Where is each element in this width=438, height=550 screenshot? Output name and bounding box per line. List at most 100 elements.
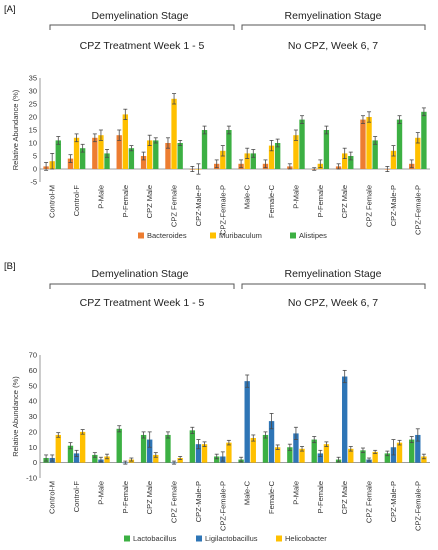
category-label: CPZ Female: [365, 481, 374, 523]
y-tick-label: -5: [30, 178, 37, 187]
bar: [226, 130, 232, 169]
bar: [201, 444, 208, 463]
category-label: P-Male: [291, 481, 300, 505]
category-label: CPZ Male: [145, 185, 154, 218]
y-tick-label: 5: [33, 152, 37, 161]
bar: [384, 453, 391, 463]
bar: [244, 153, 250, 169]
bar: [311, 439, 317, 463]
category-label: P-Female: [316, 185, 325, 218]
legend-swatch: [124, 535, 130, 542]
category-label: Control-M: [48, 481, 57, 514]
legend-label: Muribaculum: [219, 231, 262, 240]
bar: [415, 137, 421, 169]
panel-b-left-stage-title: Demyelination Stage: [92, 268, 189, 280]
legend-swatch: [210, 232, 216, 239]
bar: [92, 137, 98, 169]
y-tick-label: 20: [29, 427, 37, 436]
bar: [189, 430, 196, 463]
legend-label: Alistipes: [299, 231, 327, 240]
category-label: CPZ-Female-P: [413, 185, 422, 235]
bar: [116, 135, 122, 169]
bar: [360, 450, 366, 463]
panel-a-left-bracket: [49, 24, 235, 30]
bar: [323, 444, 330, 463]
legend-swatch: [290, 232, 296, 239]
panel-b-left-stage-subtitle: CPZ Treatment Week 1 - 5: [80, 297, 205, 309]
bar: [244, 381, 250, 463]
bar: [287, 447, 293, 463]
category-label: CPZ-Female-P: [218, 185, 227, 235]
bar: [366, 117, 372, 169]
bar: [293, 433, 299, 463]
category-label: Female-C: [267, 480, 276, 514]
bar: [274, 143, 281, 169]
category-label: CPZ Female: [365, 185, 374, 227]
legend-label: Ligilactobacillus: [205, 534, 258, 543]
bar: [116, 428, 122, 463]
bar: [268, 145, 275, 169]
bar: [153, 454, 159, 463]
category-label: P-Male: [96, 185, 105, 209]
bar: [396, 442, 403, 463]
panel-b-left-bracket: [49, 283, 235, 289]
bar: [55, 140, 61, 169]
bar: [342, 153, 348, 169]
bar: [317, 453, 323, 463]
y-axis-label: Relative Abundance (%): [11, 89, 20, 170]
legend-swatch: [138, 232, 144, 239]
y-tick-label: 70: [29, 351, 37, 360]
bar: [226, 442, 232, 463]
category-label: CPZ Female: [170, 185, 179, 227]
panel-b-right-bracket: [241, 283, 426, 289]
legend-swatch: [196, 535, 202, 542]
bar: [360, 119, 366, 169]
panel-a-right-stage-subtitle: No CPZ, Week 6, 7: [288, 40, 378, 52]
bar: [79, 431, 86, 463]
bar: [293, 135, 299, 169]
bar: [348, 156, 354, 169]
bar: [214, 456, 220, 463]
bar: [415, 434, 421, 463]
bar: [299, 448, 305, 463]
y-tick-label: 10: [29, 443, 37, 452]
bar: [177, 458, 183, 463]
panel-a-header: [A] Demyelination Stage CPZ Treatment We…: [4, 4, 426, 52]
bar: [79, 148, 86, 169]
panel-a-plot: Relative Abundance (%) -5 0 5 10 15 20 25 30 35 Co…: [11, 74, 430, 240]
category-label: CPZ-Male-P: [194, 185, 203, 226]
bar: [128, 148, 135, 169]
category-label: Female-C: [267, 184, 276, 218]
category-label: CPZ-Female-P: [413, 481, 422, 531]
y-tick-label: 15: [29, 126, 37, 135]
bar: [104, 456, 110, 463]
category-label: CPZ Male: [340, 185, 349, 218]
bar: [171, 98, 177, 169]
bar: [195, 444, 202, 463]
bar: [250, 438, 256, 463]
category-label: CPZ Female: [170, 481, 179, 523]
bar: [201, 130, 208, 169]
bar: [177, 143, 183, 169]
bar: [250, 153, 256, 169]
bar: [153, 140, 159, 169]
bar: [348, 448, 354, 463]
y-tick-label: 25: [29, 100, 37, 109]
category-label: CPZ-Female-P: [218, 481, 227, 531]
category-label: P-Female: [121, 185, 130, 218]
y-tick-label: 30: [29, 412, 37, 421]
y-tick-label: 0: [33, 458, 37, 467]
bar: [104, 153, 110, 169]
y-tick-label: 20: [29, 113, 37, 122]
bar: [165, 434, 171, 463]
bar: [396, 119, 403, 169]
category-label: CPZ Male: [145, 481, 154, 514]
bar: [92, 454, 98, 463]
bar: [220, 150, 226, 169]
category-label: CPZ-Male-P: [194, 481, 203, 522]
panel-b-plot: Relative Abundance (%) -10 0 10 20 30 40 50 60 70…: [11, 351, 430, 543]
bar: [55, 434, 61, 463]
bar: [98, 135, 104, 169]
bar: [67, 158, 74, 169]
category-label: CPZ-Male-P: [389, 185, 398, 226]
